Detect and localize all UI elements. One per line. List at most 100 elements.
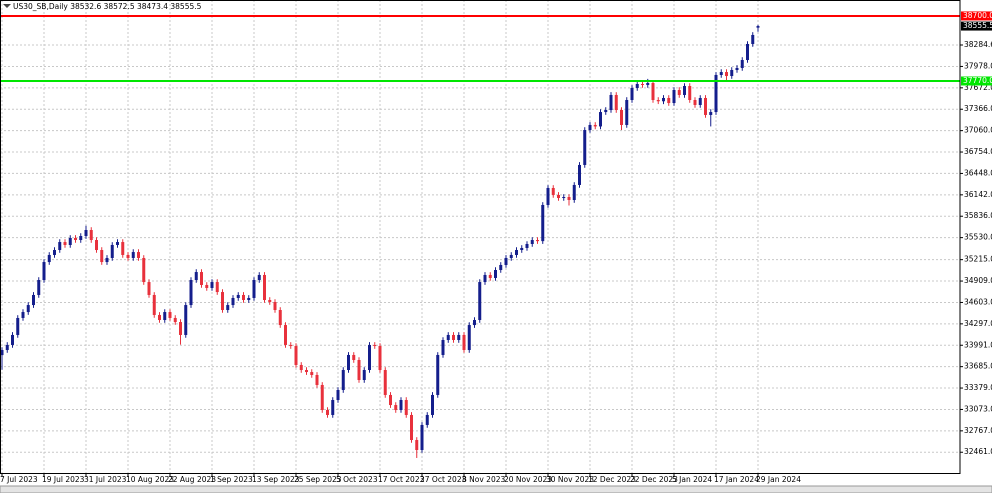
candle-body	[488, 274, 492, 278]
candle-body	[305, 370, 308, 373]
candle-body	[42, 262, 46, 281]
y-tick-label: 34603.0	[964, 297, 992, 306]
x-tick-label: 29 Jan 2024	[756, 475, 801, 484]
candle-body	[609, 94, 613, 111]
candle-body	[378, 346, 382, 371]
candle-body	[68, 237, 72, 245]
level-label-box	[961, 11, 992, 21]
candle-body	[404, 400, 408, 415]
y-tick-label: 36142.0	[964, 190, 992, 199]
x-tick-label: 12 Dec 2023	[588, 475, 636, 484]
candle-body	[452, 334, 455, 341]
candle-body	[630, 87, 634, 101]
candle-body	[704, 97, 707, 115]
y-tick-label: 32767.0	[964, 426, 992, 435]
candle-body	[457, 334, 461, 341]
candle-body	[431, 394, 434, 415]
candle-body	[410, 414, 413, 441]
level-label-box	[961, 76, 992, 86]
candle-body	[168, 312, 172, 318]
candle-body	[205, 284, 209, 288]
y-tick-label: 33685.0	[964, 362, 992, 371]
candle-body	[126, 254, 130, 258]
candle-body	[105, 257, 109, 263]
candle-body	[242, 294, 245, 301]
candle-body	[620, 110, 623, 125]
candle-body	[257, 274, 261, 281]
candle-body	[478, 282, 482, 321]
candle-body	[578, 164, 581, 185]
candle-body	[635, 83, 639, 88]
candle-body	[84, 230, 88, 237]
candle-body	[116, 242, 119, 245]
candle-body	[719, 72, 723, 75]
candle-body	[509, 254, 513, 258]
candle-body	[200, 272, 203, 285]
candle-body	[667, 97, 671, 104]
candle-body	[394, 405, 398, 411]
candle-body	[5, 344, 9, 351]
candle-body	[530, 240, 534, 244]
candle-body	[436, 354, 440, 395]
candle-body	[152, 294, 156, 315]
candle-body	[536, 240, 539, 242]
candle-body	[299, 364, 303, 371]
x-tick-label: 8 Nov 2023	[462, 475, 505, 484]
candle-body	[142, 257, 146, 283]
level-label: 38700.0	[963, 11, 992, 20]
y-tick-label: 34909.0	[964, 276, 992, 285]
candle-body	[709, 112, 713, 115]
candle-body	[383, 370, 387, 395]
title-icon	[3, 4, 11, 8]
candle-body	[131, 252, 135, 258]
y-tick-label: 33379.0	[964, 383, 992, 392]
candle-body	[368, 344, 371, 371]
y-tick-label: 37978.0	[964, 61, 992, 70]
candle-body	[47, 254, 51, 263]
x-tick-label: 27 Oct 2023	[420, 475, 467, 484]
candle-body	[58, 242, 62, 251]
candle-body	[37, 280, 41, 295]
candle-body	[215, 282, 219, 293]
candle-body	[252, 280, 256, 298]
candle-body	[551, 187, 555, 195]
candle-body	[415, 440, 419, 451]
candle-body	[625, 100, 629, 125]
y-tick-label: 36448.0	[964, 168, 992, 177]
candle-body	[236, 294, 240, 298]
candle-body	[672, 90, 676, 104]
x-tick-label: 13 Sep 2023	[252, 475, 300, 484]
y-tick-label: 35215.0	[964, 255, 992, 264]
candle-body	[557, 194, 560, 198]
candle-body	[194, 272, 198, 281]
y-tick-label: 33991.0	[964, 340, 992, 349]
candle-body	[546, 187, 550, 205]
candle-body	[0, 350, 4, 356]
candle-body	[163, 312, 167, 321]
x-tick-label: 10 Aug 2023	[126, 475, 174, 484]
candle-body	[226, 305, 230, 311]
candle-body	[74, 237, 77, 241]
candle-body	[693, 100, 697, 105]
candle-body	[121, 242, 125, 255]
candle-body	[499, 264, 503, 271]
candle-body	[315, 374, 319, 385]
candle-body	[725, 72, 728, 77]
y-tick-label: 37672.0	[964, 83, 992, 92]
candle-body	[688, 86, 692, 101]
candle-body	[26, 305, 30, 313]
y-tick-label: 33073.0	[964, 404, 992, 413]
candle-body	[735, 67, 739, 71]
candle-body	[278, 310, 282, 326]
candle-body	[331, 400, 335, 415]
candle-body	[53, 250, 56, 255]
candle-body	[651, 83, 655, 101]
x-tick-label: 20 Nov 2023	[504, 475, 552, 484]
candle-body	[110, 244, 114, 258]
x-tick-label: 25 Sep 2023	[294, 475, 342, 484]
candle-body	[572, 184, 576, 201]
candle-body	[641, 83, 644, 85]
candle-body	[352, 354, 356, 361]
